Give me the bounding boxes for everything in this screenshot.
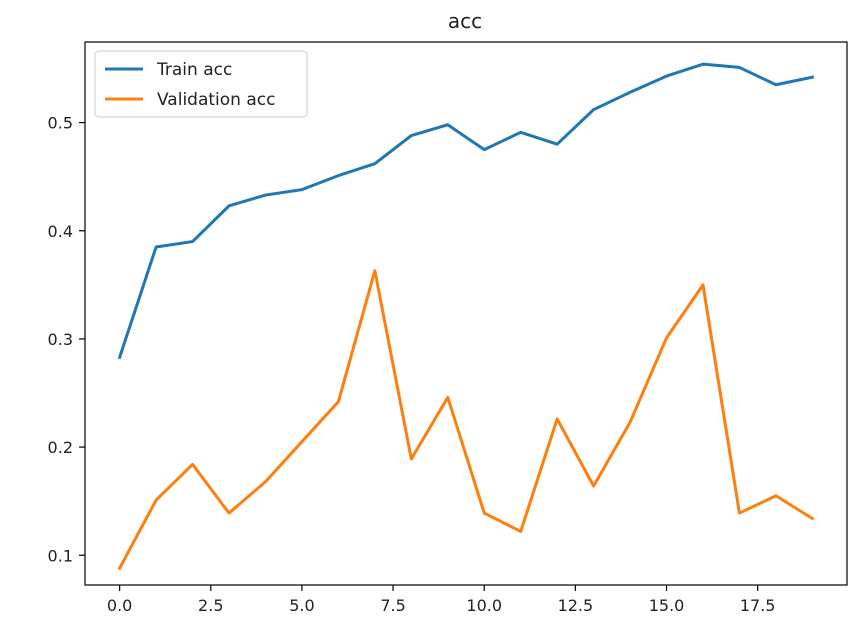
plot-frame bbox=[84, 41, 848, 586]
x-tick-label: 12.5 bbox=[558, 596, 594, 615]
legend-label: Validation acc bbox=[157, 90, 275, 110]
x-tick-label: 7.5 bbox=[380, 596, 405, 615]
y-tick-label: 0.5 bbox=[48, 114, 73, 133]
x-tick-label: 15.0 bbox=[649, 596, 685, 615]
x-axis: 0.0 2.5 5.0 7.5 10.0 12.5 15.0 17.5 bbox=[107, 585, 776, 615]
x-tick-label: 17.5 bbox=[740, 596, 776, 615]
x-tick-label: 10.0 bbox=[466, 596, 502, 615]
series-line-train-acc bbox=[117, 62, 815, 360]
legend-box bbox=[94, 50, 308, 118]
y-tick-label: 0.3 bbox=[48, 330, 73, 349]
plot-area bbox=[84, 41, 848, 586]
y-tick-label: 0.1 bbox=[48, 546, 73, 565]
chart-title: acc bbox=[448, 9, 482, 33]
y-tick-label: 0.2 bbox=[48, 438, 73, 457]
legend-label: Train acc bbox=[156, 60, 232, 80]
y-tick-label: 0.4 bbox=[48, 222, 73, 241]
legend: Train acc Validation acc bbox=[94, 50, 308, 118]
y-axis: 0.1 0.2 0.3 0.4 0.5 bbox=[48, 114, 85, 565]
x-tick-label: 2.5 bbox=[198, 596, 223, 615]
x-tick-label: 0.0 bbox=[107, 596, 132, 615]
series-line-validation-acc bbox=[117, 269, 815, 571]
x-tick-label: 5.0 bbox=[289, 596, 314, 615]
